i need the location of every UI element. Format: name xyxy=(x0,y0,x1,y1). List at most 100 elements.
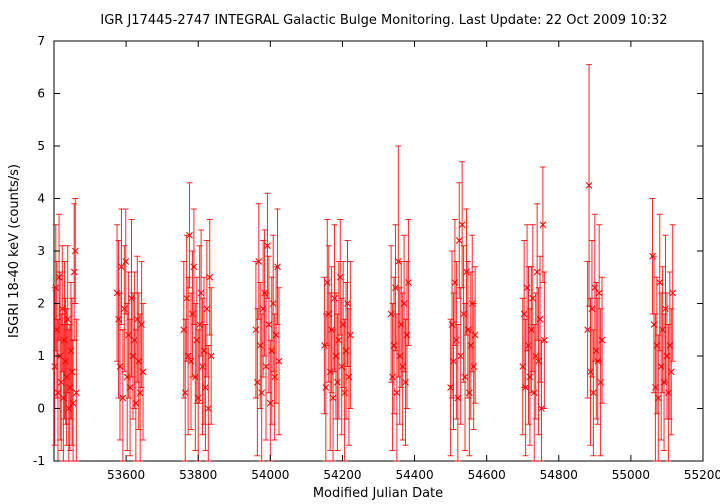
data-point-stroke xyxy=(328,326,335,334)
data-point xyxy=(662,305,669,313)
data-point-stroke xyxy=(321,342,328,349)
data-point xyxy=(394,258,402,265)
data-point-stroke xyxy=(323,279,331,286)
data-point-stroke xyxy=(66,384,74,391)
data-point xyxy=(54,389,62,397)
data-point xyxy=(451,279,459,286)
data-point xyxy=(389,373,396,381)
data-point xyxy=(128,294,135,302)
data-point xyxy=(125,331,132,339)
y-tick-label: 0 xyxy=(37,402,45,416)
data-point-stroke xyxy=(203,305,211,313)
data-point xyxy=(461,373,469,381)
data-point xyxy=(255,258,263,265)
data-point-stroke xyxy=(597,378,604,386)
data-point xyxy=(60,394,67,402)
data-point xyxy=(203,305,211,313)
data-point-stroke xyxy=(253,378,261,386)
data-point-stroke xyxy=(264,242,271,250)
data-point xyxy=(595,289,603,297)
data-point-stroke xyxy=(122,258,130,265)
data-point-stroke xyxy=(115,315,122,323)
data-point-stroke xyxy=(450,357,457,365)
data-point-stroke xyxy=(51,363,59,370)
data-point-stroke xyxy=(535,357,542,365)
data-point xyxy=(532,352,540,360)
data-point xyxy=(190,263,198,271)
data-point xyxy=(585,182,593,189)
axis-ticks: -1 0 1 2 3 4 5 6 7 53600 53800 54000 54200 54400 54600… xyxy=(33,34,720,482)
data-point xyxy=(347,331,354,339)
data-point-stroke xyxy=(650,321,658,328)
data-point-stroke xyxy=(460,310,467,318)
x-tick-label: 54200 xyxy=(323,468,361,482)
data-point xyxy=(184,352,192,360)
data-point xyxy=(447,384,454,391)
data-point xyxy=(338,363,346,370)
data-point-stroke xyxy=(519,363,527,370)
data-point-stroke xyxy=(135,357,143,365)
data-point xyxy=(463,268,470,276)
x-axis-label: Modified Julian Date xyxy=(313,486,443,501)
data-point xyxy=(529,294,537,302)
data-point-stroke xyxy=(73,389,80,397)
data-point xyxy=(652,384,659,391)
data-point xyxy=(453,336,460,344)
data-point xyxy=(68,368,76,376)
data-point-stroke xyxy=(453,336,460,344)
data-point xyxy=(271,373,279,381)
data-point-stroke xyxy=(526,373,534,381)
data-point-stroke xyxy=(62,357,69,365)
data-point xyxy=(520,310,528,318)
data-point xyxy=(321,342,328,349)
data-point xyxy=(202,384,209,391)
data-point xyxy=(258,389,266,397)
data-point xyxy=(120,305,128,313)
data-point xyxy=(207,352,215,360)
data-point xyxy=(526,373,534,381)
data-point-stroke xyxy=(120,305,128,313)
data-point-stroke xyxy=(138,321,145,328)
data-point xyxy=(403,331,411,339)
data-point-stroke xyxy=(585,182,593,189)
data-point xyxy=(70,268,78,276)
x-tick-label: 53600 xyxy=(107,468,145,482)
data-point-stroke xyxy=(470,363,478,370)
data-point-stroke xyxy=(191,373,199,381)
data-point xyxy=(522,384,529,391)
x-tick-label: 55000 xyxy=(612,468,650,482)
y-tick-label: 4 xyxy=(37,192,45,206)
data-point xyxy=(590,389,597,397)
data-point xyxy=(669,289,677,297)
data-point-stroke xyxy=(113,289,121,297)
data-point xyxy=(387,310,395,318)
data-point-stroke xyxy=(332,352,340,360)
data-point-stroke xyxy=(266,399,274,407)
x-tick-label: 54000 xyxy=(251,468,289,482)
data-point xyxy=(113,289,121,297)
data-point xyxy=(335,336,343,344)
data-point xyxy=(73,389,80,397)
data-point-stroke xyxy=(54,389,62,397)
data-point-stroke xyxy=(125,331,132,339)
data-point xyxy=(181,389,189,397)
data-point-stroke xyxy=(520,310,528,318)
data-point xyxy=(448,321,456,328)
data-point xyxy=(464,326,472,334)
data-point-stroke xyxy=(71,247,79,255)
data-point-stroke xyxy=(200,347,208,355)
x-tick-label: 54600 xyxy=(468,468,506,482)
data-point-stroke xyxy=(258,389,266,397)
data-point-stroke xyxy=(70,268,78,276)
data-point xyxy=(52,284,60,292)
data-point xyxy=(180,326,188,334)
data-point-stroke xyxy=(262,363,270,370)
data-point xyxy=(341,389,348,397)
data-point xyxy=(186,231,193,239)
data-point-stroke xyxy=(530,389,538,397)
data-point xyxy=(126,384,134,391)
y-tick-label: -1 xyxy=(33,454,45,468)
data-point xyxy=(588,305,596,313)
data-point xyxy=(204,405,212,412)
data-point-stroke xyxy=(454,394,462,402)
